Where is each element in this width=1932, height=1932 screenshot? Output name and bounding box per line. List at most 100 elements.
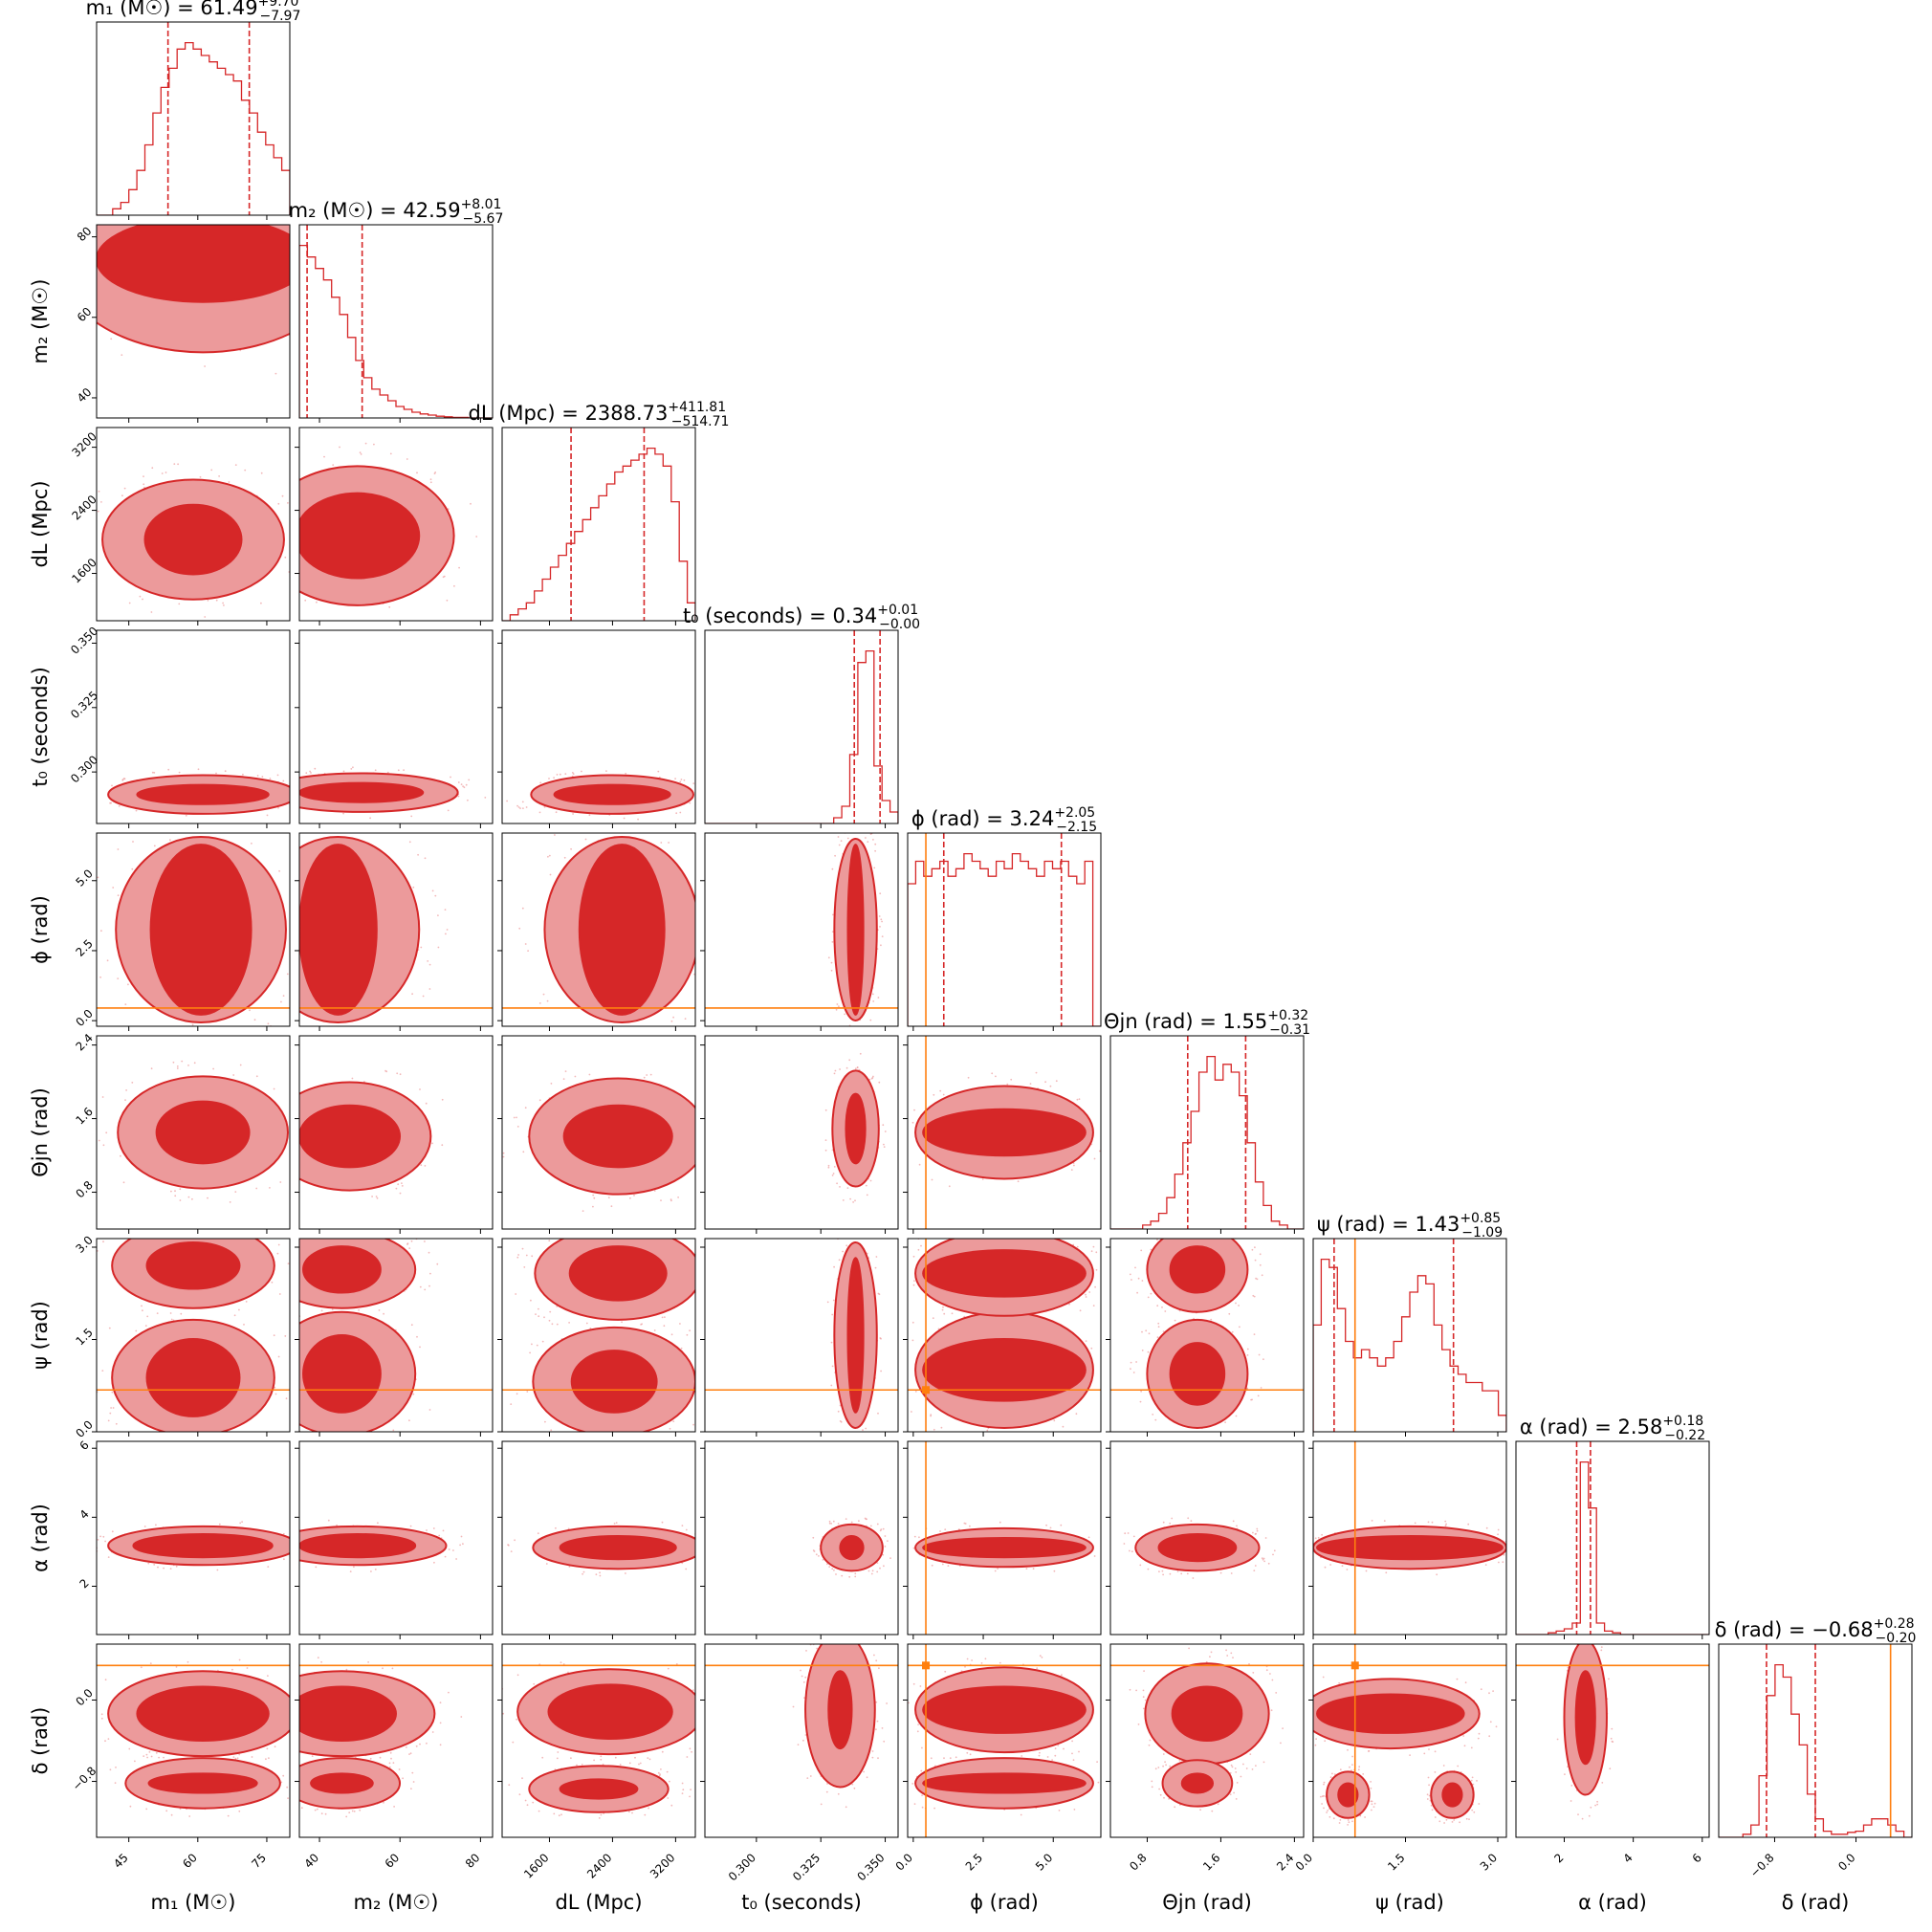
contour-inner	[846, 1257, 865, 1414]
sample-point	[295, 782, 296, 784]
sample-point	[502, 1155, 505, 1158]
sample-point	[1159, 1793, 1162, 1796]
sample-point	[872, 1075, 874, 1078]
histogram-alpha	[1516, 1460, 1709, 1635]
sample-point	[838, 1259, 841, 1262]
contour-panel-phi-alpha	[903, 1440, 1102, 1639]
sample-point	[1070, 1169, 1073, 1171]
sample-point	[1095, 1251, 1098, 1254]
contour-inner	[547, 1683, 673, 1740]
sample-point	[564, 1070, 567, 1072]
sample-point	[209, 1438, 210, 1440]
sample-point	[349, 1449, 351, 1451]
sample-point	[273, 1334, 275, 1337]
sample-point	[1129, 1549, 1131, 1552]
sample-point	[326, 1052, 328, 1054]
sample-point	[567, 1527, 570, 1530]
sample-point	[273, 1245, 274, 1247]
sample-point	[865, 1184, 867, 1187]
sample-point	[178, 1450, 180, 1452]
sample-point	[1414, 1522, 1416, 1525]
sample-point	[881, 935, 884, 937]
sample-point	[1210, 1651, 1213, 1654]
contour-inner	[132, 1532, 274, 1559]
sample-point	[210, 469, 213, 472]
sample-point	[484, 797, 487, 799]
sample-point	[282, 995, 285, 997]
sample-point	[647, 1757, 649, 1759]
sample-point	[178, 603, 181, 605]
sample-point	[315, 1566, 318, 1569]
sample-point	[241, 1521, 244, 1524]
sample-point	[848, 1575, 851, 1578]
sample-point	[672, 1016, 674, 1019]
contour-panel-dL-theta_jn	[497, 1035, 726, 1234]
sample-point	[1246, 1354, 1249, 1356]
sample-point	[129, 1235, 131, 1237]
sample-point	[880, 944, 882, 947]
sample-point	[847, 815, 849, 817]
sample-point	[1232, 1236, 1234, 1238]
sample-point	[931, 1178, 933, 1181]
sample-point	[670, 1804, 673, 1807]
sample-point	[274, 372, 277, 375]
sample-point	[313, 335, 315, 337]
sample-point	[437, 914, 439, 916]
sample-point	[708, 1732, 710, 1734]
sample-point	[175, 1666, 178, 1668]
sample-point	[110, 338, 113, 340]
sample-point	[707, 1286, 709, 1288]
sample-point	[591, 1438, 593, 1440]
sample-point	[406, 1242, 409, 1244]
sample-point	[722, 1736, 724, 1738]
sample-point	[599, 822, 601, 823]
sample-point	[1457, 1765, 1460, 1767]
sample-point	[871, 1570, 874, 1572]
sample-point	[895, 1134, 897, 1136]
sample-point	[214, 178, 216, 180]
sample-point	[40, 255, 42, 257]
sample-point	[172, 1061, 175, 1064]
sample-point	[268, 1244, 270, 1246]
panel-content	[502, 1070, 726, 1212]
sample-point	[1371, 1809, 1372, 1811]
sample-point	[1108, 1777, 1109, 1779]
sample-point	[1451, 1821, 1454, 1823]
sample-point	[1326, 1811, 1328, 1813]
sample-point	[872, 1000, 875, 1002]
sample-point	[410, 1788, 412, 1789]
sample-point	[1180, 1572, 1183, 1575]
sample-point	[441, 1144, 444, 1147]
sample-point	[173, 1222, 175, 1224]
sample-point	[131, 219, 133, 221]
contour-inner	[302, 1245, 382, 1294]
x-tick-label: 75	[249, 1851, 269, 1871]
sample-point	[425, 1102, 428, 1105]
contour-inner	[299, 1104, 402, 1169]
sample-point	[689, 801, 692, 804]
sample-point	[149, 1662, 152, 1664]
sample-point	[388, 1762, 391, 1765]
sample-point	[1339, 1819, 1342, 1821]
sample-point	[1235, 1771, 1238, 1773]
sample-point	[644, 1214, 646, 1216]
sample-point	[304, 183, 306, 185]
sample-point	[165, 203, 167, 205]
sample-point	[112, 1407, 115, 1409]
sample-point	[1046, 1234, 1048, 1236]
sample-point	[374, 1445, 376, 1447]
panel-frame	[298, 224, 494, 419]
sample-point	[1590, 1806, 1592, 1809]
sample-point	[724, 1101, 726, 1103]
sample-point	[560, 1813, 562, 1816]
sample-point	[1262, 1557, 1265, 1560]
sample-point	[339, 1450, 340, 1452]
sample-point	[930, 1415, 932, 1417]
x-axis-label-alpha: α (rad)	[1578, 1891, 1647, 1914]
contour-inner	[149, 844, 252, 1016]
sample-point	[1085, 1293, 1087, 1296]
sample-point	[192, 1230, 194, 1232]
sample-point	[294, 1366, 296, 1368]
